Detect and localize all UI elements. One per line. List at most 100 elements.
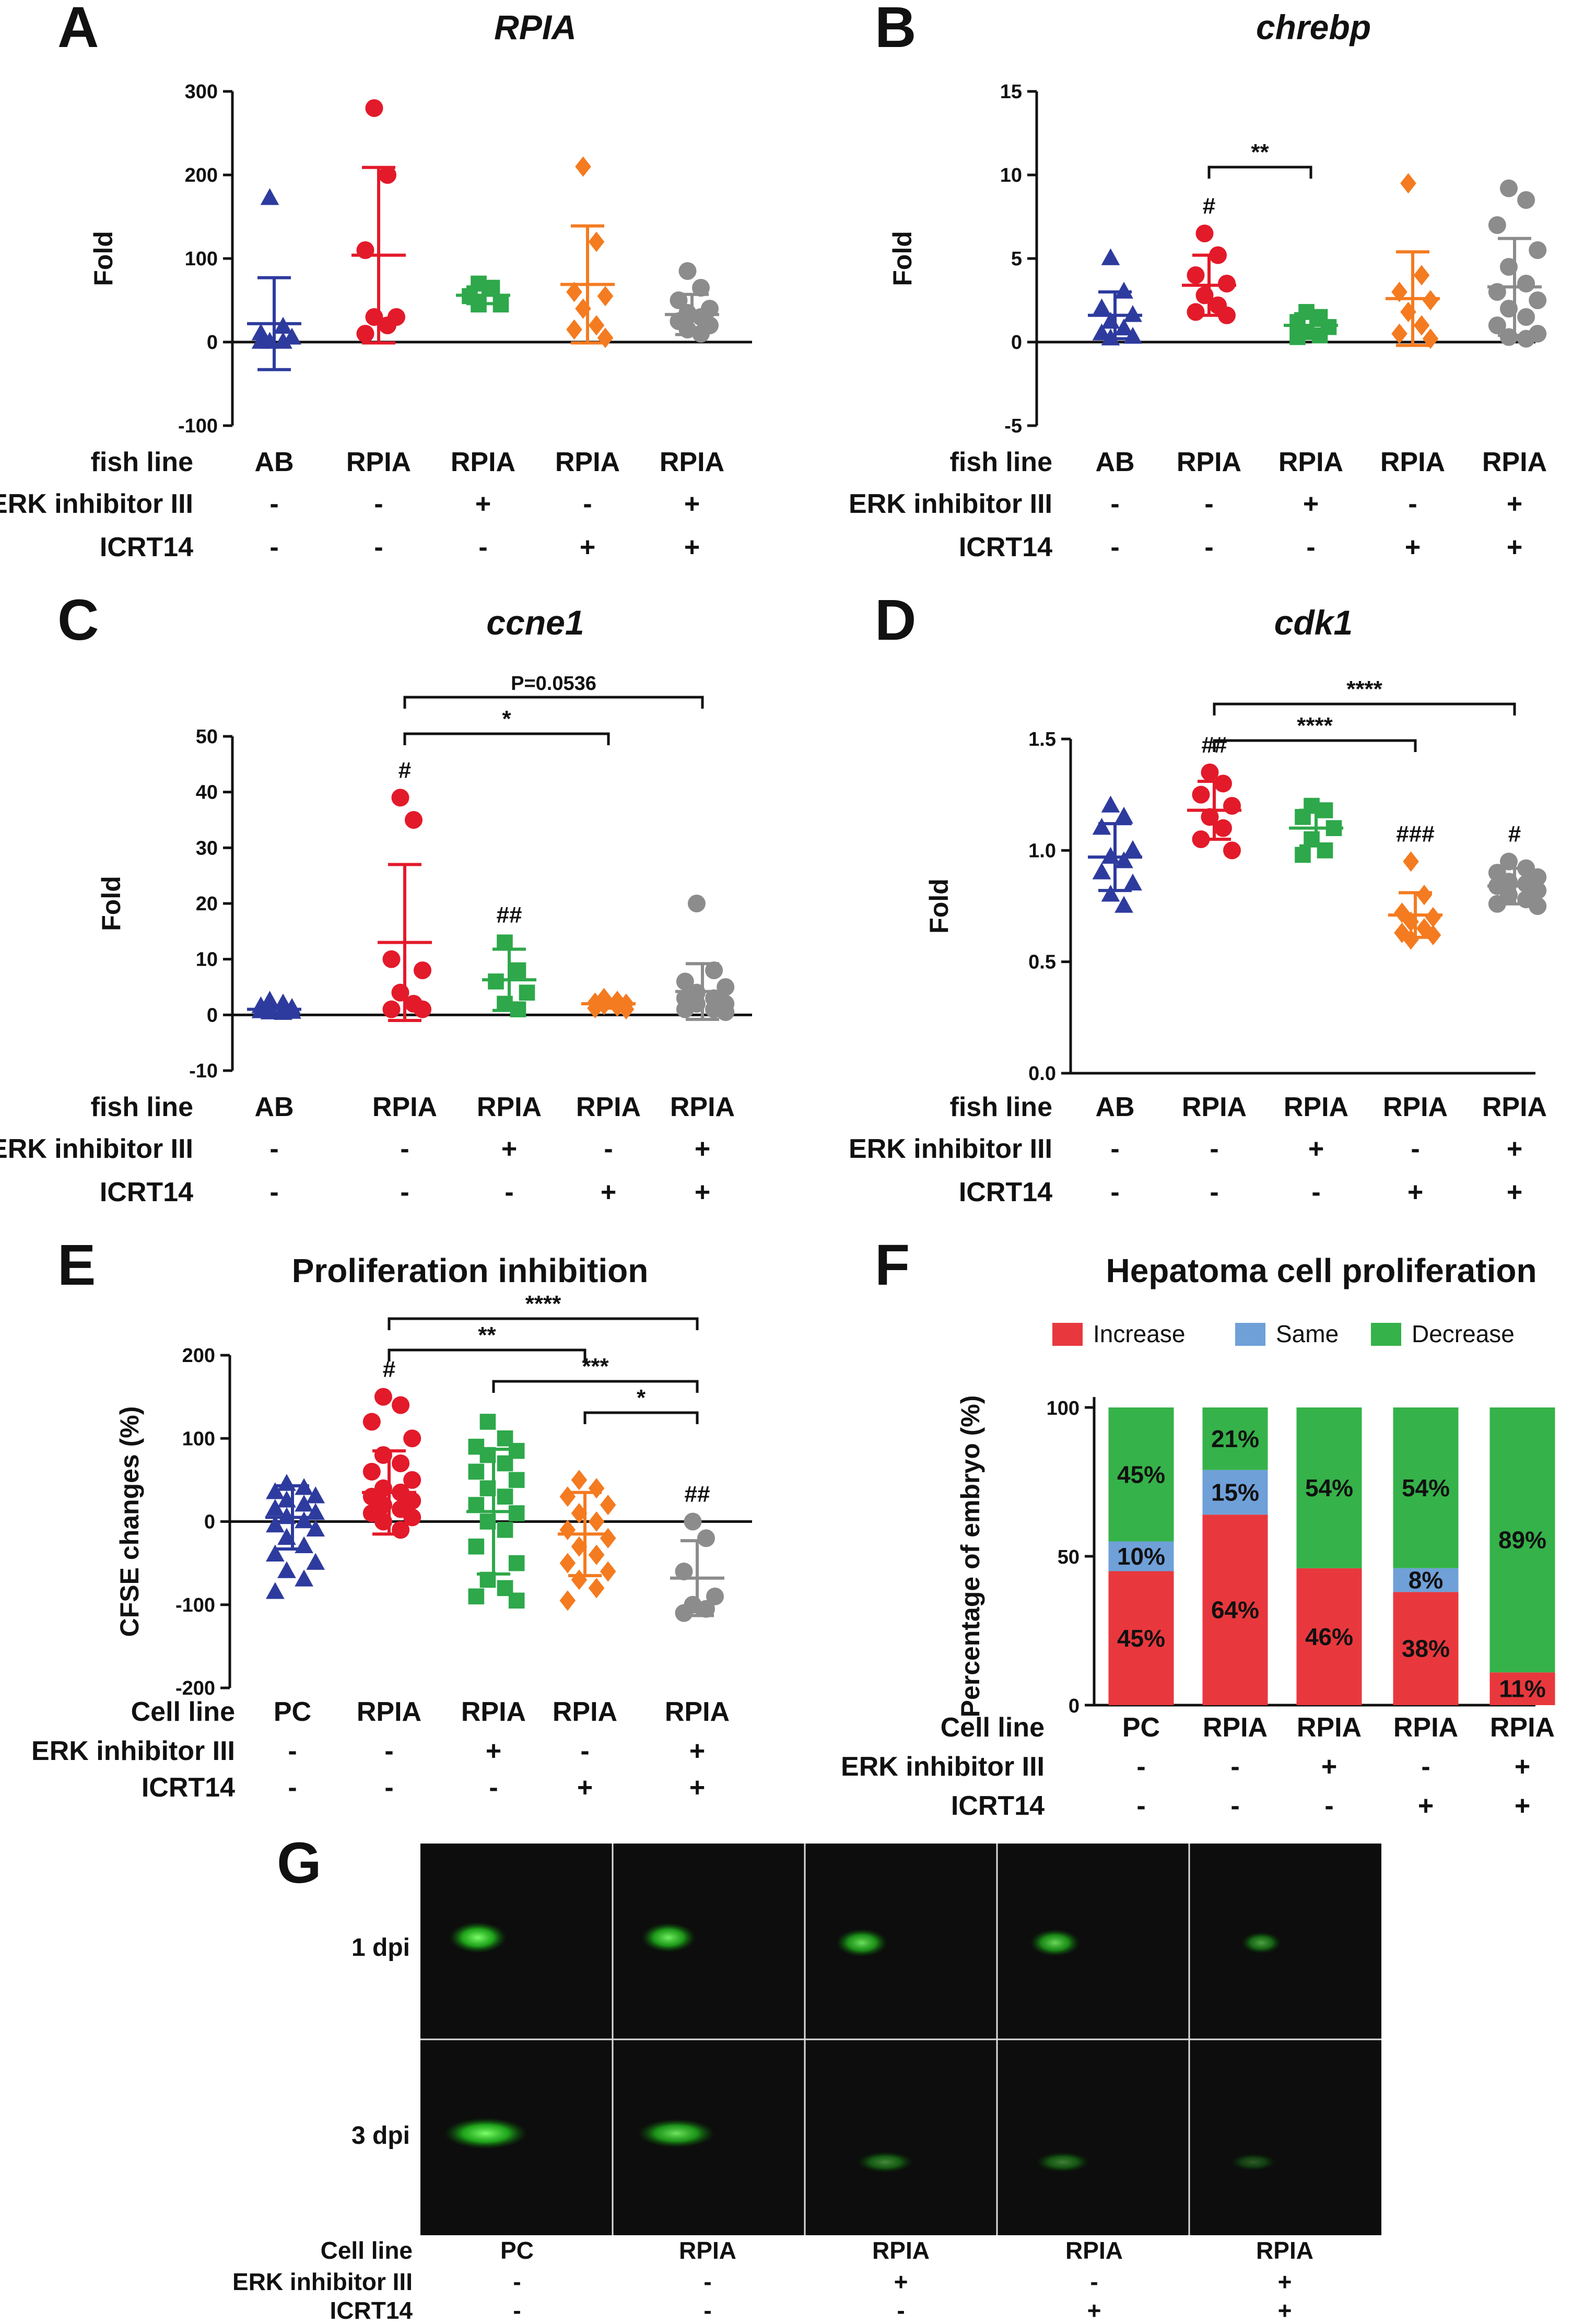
bar-segment [1489, 1407, 1555, 1673]
fluorescent-cells [857, 2151, 913, 2173]
data-point [1123, 305, 1142, 322]
y-tick-label: 0 [207, 332, 218, 354]
condition-value: - [269, 1177, 278, 1207]
data-point [379, 316, 396, 334]
bar-label: 54% [1402, 1474, 1450, 1501]
condition-value: + [689, 1736, 705, 1766]
y-tick-label: 30 [196, 837, 218, 859]
condition-label: Cell line [321, 2237, 413, 2264]
y-tick-label: 20 [196, 893, 218, 915]
significance-bracket [388, 1317, 699, 1330]
data-point [414, 961, 431, 979]
condition-label: ICRT14 [330, 2297, 413, 2324]
data-point [597, 327, 614, 348]
condition-value: PC [274, 1697, 311, 1727]
significance-bracket [1213, 702, 1516, 715]
significance-label: ** [1251, 139, 1269, 165]
condition-value: + [1507, 532, 1522, 562]
legend-label: Same [1276, 1320, 1339, 1347]
significance-label: P=0.0536 [511, 673, 596, 695]
condition-value: + [580, 532, 595, 562]
condition-label: fish line [950, 447, 1052, 477]
data-point [519, 984, 535, 1001]
data-point [1123, 873, 1142, 891]
data-point [717, 1003, 735, 1021]
bar-segment [1393, 1407, 1459, 1568]
significance-label: * [637, 1385, 646, 1411]
y-axis-label: Fold [924, 878, 954, 934]
condition-value: + [894, 2268, 908, 2295]
y-axis-label: CFSE changes (%) [115, 1406, 144, 1637]
bar-segment [1393, 1592, 1459, 1705]
data-point [382, 1000, 401, 1018]
data-point [1092, 862, 1111, 879]
fluorescent-cells [1241, 1932, 1282, 1954]
data-point [1223, 841, 1241, 860]
fluorescent-cells [444, 2118, 527, 2149]
condition-value: - [1408, 489, 1417, 519]
condition-value: - [703, 2268, 711, 2295]
y-tick-label: 200 [182, 1345, 215, 1367]
y-tick-label: 0 [204, 1511, 215, 1533]
condition-value: + [1278, 2268, 1292, 2295]
chart-title: Hepatoma cell proliferation [1106, 1252, 1536, 1289]
y-axis-label: Fold [97, 876, 126, 931]
condition-value: RPIA [1380, 447, 1445, 477]
condition-value: - [1136, 1791, 1145, 1821]
data-point [306, 1519, 325, 1537]
condition-value: - [1110, 1177, 1119, 1207]
significance-mark: # [1508, 821, 1521, 847]
condition-value: + [1507, 489, 1522, 519]
legend-swatch [1235, 1323, 1265, 1346]
data-point [1187, 303, 1205, 321]
bar-segment [1108, 1407, 1174, 1542]
condition-value: - [1230, 1752, 1239, 1782]
condition-value: AB [254, 1092, 294, 1122]
data-point [1218, 306, 1236, 324]
data-point [1101, 328, 1120, 346]
condition-value: - [1090, 2268, 1098, 2295]
condition-value: RPIA [461, 1697, 526, 1727]
significance-bracket [492, 1380, 699, 1393]
significance-bracket [403, 696, 704, 709]
data-point [1517, 191, 1535, 209]
data-point [414, 1000, 431, 1018]
condition-label: ERK inhibitor III [31, 1736, 235, 1766]
data-point [1488, 895, 1506, 913]
condition-value: - [288, 1736, 297, 1766]
panel-g: 1 dpi 3 dpi Cell line PC RPIA RPIA RPIA RPIA ERK… [232, 1844, 1381, 2324]
data-point [362, 1413, 381, 1431]
data-point [1101, 248, 1120, 265]
data-point [1092, 818, 1111, 835]
panel-b: chrebp Fold -5 0 5 10 15 # ** fish line AB RPIA RPIA… [849, 8, 1547, 562]
condition-value: - [513, 2297, 521, 2324]
condition-label: Cell line [131, 1697, 235, 1727]
bar-label: 64% [1211, 1597, 1259, 1624]
data-point [675, 1563, 693, 1581]
bar-segment [1108, 1571, 1174, 1705]
data-point [266, 1582, 285, 1599]
panel-letter-g: G [277, 1831, 322, 1895]
condition-value: PC [500, 2237, 534, 2264]
condition-label: ICRT14 [142, 1773, 235, 1803]
condition-value: PC [1122, 1712, 1160, 1743]
data-point [1529, 897, 1547, 915]
data-point [403, 1508, 421, 1527]
data-point [600, 1495, 616, 1516]
condition-value: + [501, 1134, 517, 1164]
data-point [675, 1604, 693, 1622]
data-point [274, 332, 292, 349]
condition-value: - [374, 532, 383, 562]
y-tick-label: 1.0 [1028, 840, 1056, 862]
condition-value: - [269, 489, 278, 519]
legend-label: Decrease [1412, 1320, 1515, 1347]
condition-value: AB [1095, 1092, 1134, 1122]
data-point [1192, 785, 1210, 804]
y-axis-label: Fold [89, 231, 118, 286]
condition-value: - [384, 1773, 393, 1803]
condition-value: RPIA [555, 447, 620, 477]
data-point [295, 1536, 313, 1554]
y-tick-label: 10 [196, 949, 218, 971]
bar-segment [1393, 1568, 1459, 1592]
